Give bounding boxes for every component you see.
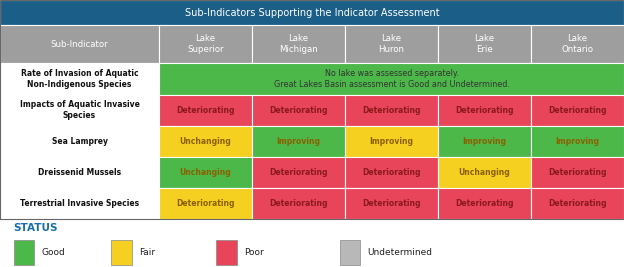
FancyBboxPatch shape: [345, 157, 438, 188]
Text: Dreissenid Mussels: Dreissenid Mussels: [38, 168, 121, 177]
FancyBboxPatch shape: [0, 157, 159, 188]
FancyBboxPatch shape: [252, 126, 345, 157]
FancyBboxPatch shape: [111, 240, 132, 265]
FancyBboxPatch shape: [0, 188, 159, 219]
Text: Deteriorating: Deteriorating: [456, 199, 514, 208]
FancyBboxPatch shape: [252, 95, 345, 126]
Text: STATUS: STATUS: [14, 223, 58, 233]
Text: Deteriorating: Deteriorating: [270, 168, 328, 177]
Text: Improving: Improving: [555, 137, 600, 146]
FancyBboxPatch shape: [159, 126, 252, 157]
Text: Deteriorating: Deteriorating: [363, 199, 421, 208]
Text: Deteriorating: Deteriorating: [177, 106, 235, 115]
FancyBboxPatch shape: [345, 126, 438, 157]
FancyBboxPatch shape: [0, 25, 159, 64]
FancyBboxPatch shape: [0, 126, 159, 157]
FancyBboxPatch shape: [438, 25, 531, 64]
Text: Deteriorating: Deteriorating: [177, 199, 235, 208]
FancyBboxPatch shape: [531, 188, 624, 219]
FancyBboxPatch shape: [159, 188, 252, 219]
FancyBboxPatch shape: [531, 157, 624, 188]
Text: Undetermined: Undetermined: [368, 248, 432, 257]
FancyBboxPatch shape: [531, 25, 624, 64]
FancyBboxPatch shape: [340, 240, 360, 265]
Text: Sub-Indicators Supporting the Indicator Assessment: Sub-Indicators Supporting the Indicator …: [185, 7, 439, 18]
Text: Deteriorating: Deteriorating: [363, 168, 421, 177]
Text: Lake
Superior: Lake Superior: [187, 34, 224, 54]
FancyBboxPatch shape: [438, 188, 531, 219]
Text: Deteriorating: Deteriorating: [548, 199, 607, 208]
FancyBboxPatch shape: [159, 25, 252, 64]
Text: Lake
Erie: Lake Erie: [474, 34, 495, 54]
Text: Unchanging: Unchanging: [180, 137, 232, 146]
FancyBboxPatch shape: [345, 95, 438, 126]
FancyBboxPatch shape: [159, 157, 252, 188]
Text: Poor: Poor: [244, 248, 264, 257]
FancyBboxPatch shape: [531, 95, 624, 126]
Text: Deteriorating: Deteriorating: [363, 106, 421, 115]
Text: Deteriorating: Deteriorating: [270, 106, 328, 115]
Text: Terrestrial Invasive Species: Terrestrial Invasive Species: [20, 199, 139, 208]
Text: Lake
Huron: Lake Huron: [379, 34, 404, 54]
FancyBboxPatch shape: [159, 64, 624, 95]
Text: Fair: Fair: [139, 248, 155, 257]
FancyBboxPatch shape: [438, 157, 531, 188]
FancyBboxPatch shape: [217, 240, 236, 265]
FancyBboxPatch shape: [438, 126, 531, 157]
FancyBboxPatch shape: [345, 188, 438, 219]
Text: Unchanging: Unchanging: [459, 168, 510, 177]
Text: Sea Lamprey: Sea Lamprey: [52, 137, 107, 146]
Text: No lake was assessed separately.
Great Lakes Basin assessment is Good and Undete: No lake was assessed separately. Great L…: [273, 69, 510, 89]
FancyBboxPatch shape: [252, 188, 345, 219]
Text: Deteriorating: Deteriorating: [270, 199, 328, 208]
Text: Deteriorating: Deteriorating: [548, 168, 607, 177]
Text: Improving: Improving: [369, 137, 414, 146]
Text: Lake
Michigan: Lake Michigan: [279, 34, 318, 54]
FancyBboxPatch shape: [252, 25, 345, 64]
FancyBboxPatch shape: [252, 157, 345, 188]
Text: Sub-Indicator: Sub-Indicator: [51, 40, 109, 49]
FancyBboxPatch shape: [531, 126, 624, 157]
FancyBboxPatch shape: [0, 0, 624, 25]
Text: Deteriorating: Deteriorating: [456, 106, 514, 115]
FancyBboxPatch shape: [0, 95, 159, 126]
Text: Deteriorating: Deteriorating: [548, 106, 607, 115]
Text: Improving: Improving: [276, 137, 321, 146]
Text: Unchanging: Unchanging: [180, 168, 232, 177]
Text: Rate of Invasion of Aquatic
Non-Indigenous Species: Rate of Invasion of Aquatic Non-Indigeno…: [21, 69, 139, 89]
Text: Lake
Ontario: Lake Ontario: [562, 34, 593, 54]
FancyBboxPatch shape: [159, 95, 252, 126]
FancyBboxPatch shape: [438, 95, 531, 126]
Text: Improving: Improving: [462, 137, 507, 146]
FancyBboxPatch shape: [345, 25, 438, 64]
Text: Good: Good: [41, 248, 65, 257]
FancyBboxPatch shape: [14, 240, 34, 265]
FancyBboxPatch shape: [0, 64, 159, 95]
Text: Impacts of Aquatic Invasive
Species: Impacts of Aquatic Invasive Species: [19, 100, 140, 120]
